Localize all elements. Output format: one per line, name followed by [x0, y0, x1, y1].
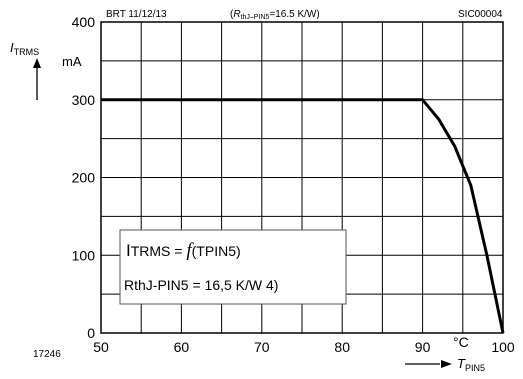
x-tick-label: 90 [415, 339, 431, 355]
x-axis-label: TPIN5 [457, 356, 485, 373]
x-tick-label: 50 [93, 339, 109, 355]
x-tick-label: 70 [254, 339, 270, 355]
x-axis-arrow [405, 360, 452, 368]
y-tick-labels: 0 100 200 300 400 [72, 14, 96, 341]
series-line [101, 98, 505, 334]
y-tick-label: 200 [72, 170, 96, 186]
y-tick-label: 300 [72, 92, 96, 108]
header-left: BRT 11/12/13 [106, 9, 167, 20]
x-tick-labels: 50 60 70 80 90 100 [93, 339, 515, 355]
plot-frame [100, 21, 504, 334]
y-tick-label: 0 [87, 325, 95, 341]
formula-line-2: RthJ-PIN5 = 16,5 K/W 4) [124, 277, 278, 293]
figure-id: 17246 [33, 349, 61, 360]
x-tick-label: 60 [174, 339, 190, 355]
y-tick-label: 100 [72, 247, 96, 263]
header-middle: (RthJ–PIN5=16.5 K/W) [230, 9, 320, 21]
formula-line-1: ITRMS = f(TPIN5) [126, 240, 241, 261]
x-tick-label: 100 [491, 339, 515, 355]
y-axis-unit: mA [62, 54, 82, 69]
header-right: SIC00004 [458, 9, 503, 20]
y-axis-arrow [33, 58, 41, 100]
x-tick-label: 80 [334, 339, 350, 355]
formula-box: ITRMS = f(TPIN5) RthJ-PIN5 = 16,5 K/W 4) [119, 229, 347, 305]
y-axis-label: ITRMS [10, 40, 39, 57]
x-axis-unit: °C [453, 334, 469, 350]
y-tick-label: 400 [72, 14, 96, 30]
